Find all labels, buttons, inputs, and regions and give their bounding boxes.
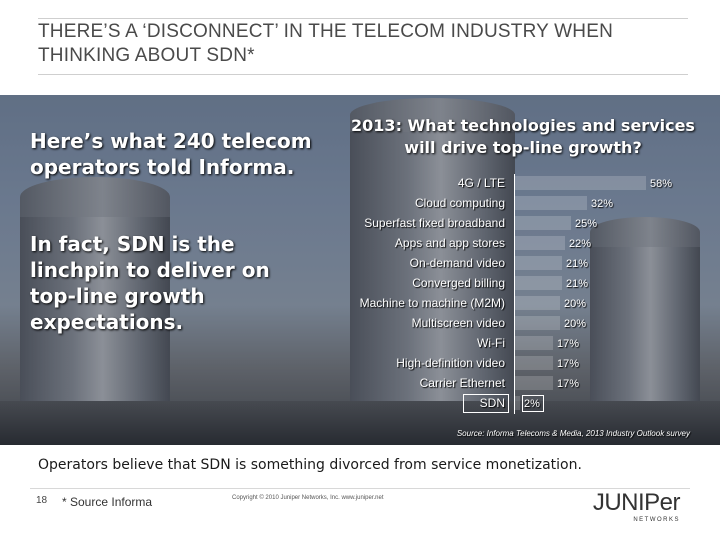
copyright-text: Copyright © 2010 Juniper Networks, Inc. … xyxy=(232,495,384,501)
logo-subtext: NETWORKS xyxy=(633,517,680,523)
left-heading: Here’s what 240 telecom operators told I… xyxy=(30,129,312,179)
category-label-11: Carrier Ethernet xyxy=(419,376,505,390)
bar-5 xyxy=(515,256,562,270)
silo-left-dome xyxy=(20,177,170,217)
bar-12 xyxy=(515,396,520,410)
title-top-rule xyxy=(38,18,688,19)
value-label-12: 2% xyxy=(524,398,540,410)
chart-axis-line xyxy=(514,174,515,414)
silo-left xyxy=(20,215,170,415)
category-label-7: Machine to machine (M2M) xyxy=(359,296,505,310)
category-label-3: Superfast fixed broadband xyxy=(364,216,505,230)
bar-4 xyxy=(515,236,565,250)
category-label-5: On-demand video xyxy=(409,256,505,270)
value-label-2: 32% xyxy=(591,198,614,210)
value-label-6: 21% xyxy=(566,278,589,290)
title-bottom-rule xyxy=(38,74,688,75)
category-label-2: Cloud computing xyxy=(414,196,505,210)
silo-center-dome xyxy=(350,98,515,132)
category-label-6: Converged billing xyxy=(412,276,505,290)
sdn-label-highlight xyxy=(463,394,509,413)
bar-11 xyxy=(515,376,553,390)
footnote: * Source Informa xyxy=(62,495,153,509)
ground xyxy=(0,401,720,445)
sdn-value-highlight xyxy=(522,395,544,412)
bar-6 xyxy=(515,276,562,290)
category-label-12: SDN xyxy=(479,396,505,410)
bar-8 xyxy=(515,316,560,330)
value-label-8: 20% xyxy=(564,318,587,330)
silo-background-photo xyxy=(0,95,720,445)
logo-wordmark: JUNIPer xyxy=(592,489,681,516)
category-label-8: Multiscreen video xyxy=(411,316,505,330)
bar-1 xyxy=(515,176,646,190)
value-label-7: 20% xyxy=(564,298,587,310)
chart-source: Source: Informa Telecoms & Media, 2013 I… xyxy=(456,429,690,438)
juniper-logo: JUNIPer NETWORKS xyxy=(592,489,681,524)
category-label-10: High-definition video xyxy=(396,356,505,370)
silo-right-dome xyxy=(590,217,700,247)
bottom-statement: Operators believe that SDN is something … xyxy=(38,457,582,473)
page-number: 18 xyxy=(36,495,48,506)
category-label-9: Wi-Fi xyxy=(477,336,505,350)
value-label-4: 22% xyxy=(569,238,592,250)
footer-rule xyxy=(30,488,690,489)
value-label-11: 17% xyxy=(557,378,580,390)
bar-9 xyxy=(515,336,553,350)
slide-title: THERE’S A ‘DISCONNECT’ IN THE TELECOM IN… xyxy=(38,21,614,66)
silo-center xyxy=(350,130,515,415)
value-label-1: 58% xyxy=(650,178,673,190)
value-label-3: 25% xyxy=(575,218,598,230)
left-body-text: In fact, SDN is the linchpin to deliver … xyxy=(30,232,270,334)
bar-2 xyxy=(515,196,587,210)
bar-10 xyxy=(515,356,553,370)
category-label-4: Apps and app stores xyxy=(394,236,505,250)
value-label-5: 21% xyxy=(566,258,589,270)
category-label-1: 4G / LTE xyxy=(457,176,505,190)
silo-right xyxy=(590,245,700,415)
chart-title: 2013: What technologies and services wil… xyxy=(351,116,695,157)
bar-3 xyxy=(515,216,571,230)
photo-shade xyxy=(0,95,720,445)
value-label-10: 17% xyxy=(557,358,580,370)
value-label-9: 17% xyxy=(557,338,580,350)
bar-7 xyxy=(515,296,560,310)
